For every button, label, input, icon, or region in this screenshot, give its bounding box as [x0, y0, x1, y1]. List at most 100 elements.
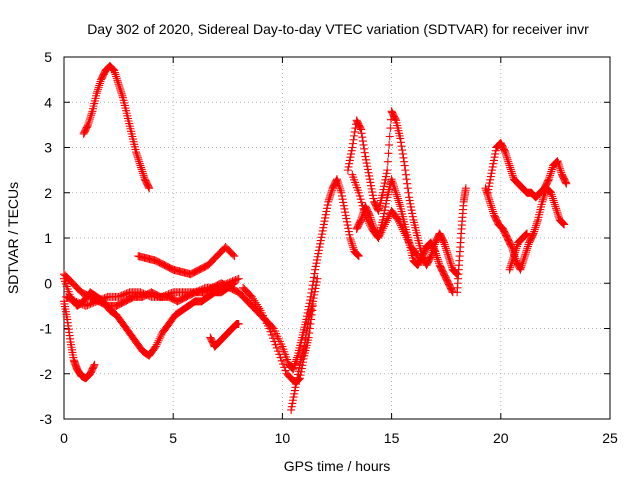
data-point-marker [281, 366, 290, 375]
data-point-marker [89, 361, 98, 370]
data-point-marker [333, 175, 341, 184]
data-point-marker [445, 254, 454, 263]
data-point-marker [547, 165, 556, 174]
data-point-marker [352, 250, 361, 259]
data-point-marker [310, 287, 319, 296]
data-point-marker [157, 330, 166, 339]
data-point-marker [132, 149, 141, 158]
data-point-marker [110, 66, 119, 75]
data-point-marker [354, 252, 363, 261]
data-point-marker [356, 217, 365, 226]
data-point-marker [447, 261, 456, 270]
data-point-marker [388, 179, 397, 188]
data-point-marker [289, 393, 298, 402]
data-point-marker [523, 229, 532, 238]
data-point-marker [290, 361, 299, 370]
data-point-marker [556, 166, 565, 175]
data-point-marker [491, 146, 500, 155]
data-point-marker [506, 163, 515, 172]
data-point-marker [310, 269, 319, 278]
data-point-marker [433, 255, 442, 264]
data-point-marker [360, 148, 369, 157]
data-point-marker [403, 179, 412, 188]
data-point-marker [364, 168, 373, 177]
data-point-marker [400, 161, 409, 170]
data-point-marker [485, 179, 494, 188]
data-point-marker [399, 153, 408, 162]
data-point-marker [354, 251, 363, 260]
x-tick-label: 5 [169, 430, 177, 446]
data-point-marker [512, 244, 521, 253]
data-point-marker [522, 246, 531, 255]
data-point-marker [380, 179, 389, 188]
x-tick-label: 25 [602, 430, 618, 446]
data-point-marker [553, 208, 562, 217]
data-point-marker [274, 347, 283, 356]
data-point-marker [339, 198, 348, 207]
data-point-marker [288, 399, 297, 408]
data-point-marker [313, 274, 322, 283]
series-arc-g [206, 319, 243, 351]
data-point-marker [87, 109, 96, 118]
y-tick-labels: -3 -2 -1 0 1 2 3 4 5 [40, 49, 53, 427]
data-point-marker [85, 370, 94, 379]
data-point-marker [314, 249, 323, 258]
data-point-marker [115, 84, 124, 93]
data-point-marker [523, 242, 532, 251]
data-point-marker [137, 165, 146, 174]
data-point-marker [111, 70, 120, 79]
data-point-marker [381, 199, 390, 208]
data-point-marker [314, 246, 323, 255]
data-point-marker [289, 365, 298, 374]
x-tick-label: 0 [60, 430, 68, 446]
data-point-marker [443, 250, 452, 259]
data-point-marker [288, 364, 297, 373]
data-point-marker [108, 65, 117, 74]
data-point-marker [362, 155, 371, 164]
data-point-marker [391, 188, 400, 197]
data-point-marker [156, 332, 165, 341]
data-point-marker [507, 167, 516, 176]
data-point-marker [399, 227, 408, 236]
data-point-marker [348, 241, 357, 250]
data-point-marker [144, 182, 153, 191]
data-point-marker [367, 181, 376, 190]
data-point-marker [112, 74, 121, 83]
data-point-marker [540, 191, 549, 200]
data-point-marker [341, 208, 350, 217]
data-point-marker [518, 257, 527, 266]
data-point-marker [290, 389, 299, 398]
data-point-marker [154, 336, 163, 345]
data-point-marker [504, 159, 513, 168]
data-point-marker [404, 237, 413, 246]
data-point-marker [440, 238, 449, 247]
x-tick-labels: 0 5 10 15 20 25 [60, 430, 618, 446]
data-point-marker [485, 195, 494, 204]
data-point-marker [347, 146, 356, 155]
data-point-marker [132, 148, 141, 157]
data-point-marker [325, 193, 334, 202]
data-point-marker [118, 91, 127, 100]
data-point-marker [383, 166, 392, 175]
series-arc-e [134, 243, 239, 279]
data-point-marker [522, 248, 531, 257]
data-point-marker [357, 215, 366, 224]
data-point-marker [404, 188, 413, 197]
data-point-marker [390, 182, 399, 191]
data-point-marker [292, 376, 301, 385]
data-point-marker [508, 255, 517, 264]
data-point-marker [389, 180, 398, 189]
data-point-marker [266, 327, 275, 336]
data-point-marker [317, 233, 326, 242]
data-point-marker [345, 156, 354, 165]
data-point-marker [517, 261, 526, 270]
data-point-marker [316, 236, 325, 245]
data-point-marker [362, 159, 371, 168]
data-point-marker [482, 188, 491, 197]
data-point-marker [365, 171, 374, 180]
data-point-marker [313, 252, 322, 261]
data-point-marker [356, 124, 365, 133]
data-point-marker [347, 239, 356, 248]
series-arc-a [60, 297, 99, 383]
data-point-marker [402, 175, 411, 184]
